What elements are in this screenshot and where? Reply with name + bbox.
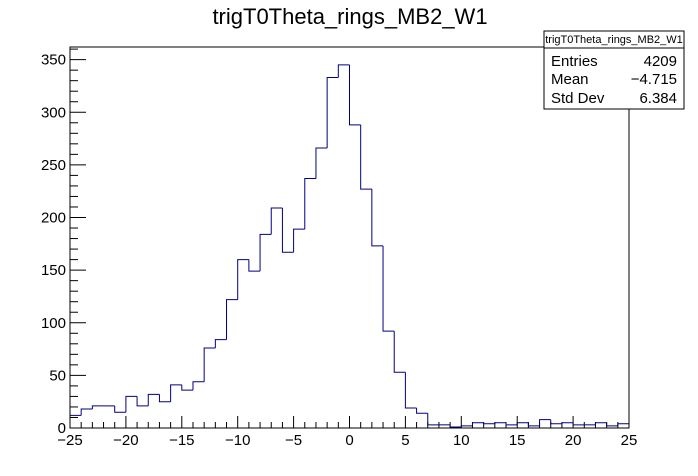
histogram-bin <box>293 228 305 253</box>
y-tick-label: 150 <box>41 262 66 279</box>
histogram-bin <box>170 384 182 402</box>
stats-box-name: trigT0Theta_rings_MB2_W1 <box>545 34 683 46</box>
histogram-bin <box>427 413 439 426</box>
histogram-bin <box>606 422 618 427</box>
stats-mean-label: Mean <box>551 71 589 88</box>
histogram-bin <box>248 259 261 272</box>
x-tick-label: 15 <box>509 432 526 449</box>
y-tick-label: 250 <box>41 157 66 174</box>
x-tick-label: −20 <box>113 432 138 449</box>
histogram-bin <box>214 339 227 349</box>
histogram-bin <box>326 77 339 149</box>
stats-stddev-label: Std Dev <box>551 90 605 107</box>
histogram-bin <box>483 422 495 425</box>
histogram-bin <box>572 422 585 426</box>
histogram-bins <box>69 64 630 428</box>
histogram-bin <box>516 422 529 425</box>
histogram-bin <box>259 233 272 272</box>
histogram-bin <box>393 331 406 373</box>
histogram-bin <box>270 207 283 235</box>
y-tick-label: 200 <box>41 210 66 227</box>
histogram-bin <box>91 405 104 410</box>
histogram-bin <box>416 408 428 414</box>
histogram-bin <box>315 147 328 179</box>
stats-entries-value: 4209 <box>644 53 677 70</box>
y-tick-label: 350 <box>41 52 66 69</box>
x-tick-label: 0 <box>345 432 353 449</box>
histogram-bin <box>226 299 238 340</box>
x-tick-label: 5 <box>401 432 409 449</box>
histogram-bin <box>539 419 551 426</box>
histogram-bin <box>349 64 361 126</box>
histogram-bin <box>371 189 384 247</box>
histogram-bin <box>471 422 484 426</box>
histogram-bin <box>304 178 316 230</box>
histogram-bin <box>181 384 193 391</box>
stats-mean-value: −4.715 <box>631 71 677 88</box>
histogram-bin <box>449 424 462 428</box>
y-tick-label: 50 <box>49 367 66 384</box>
histogram-bin <box>505 422 518 426</box>
axes: −25 −20 −15 −10 −5 0 5 10 15 20 250501001502002503… <box>41 48 638 449</box>
histogram-bin <box>382 245 395 332</box>
histogram-bin <box>203 347 216 382</box>
histogram-bin <box>594 422 607 425</box>
histogram-bin <box>80 408 93 416</box>
histogram-bin <box>460 425 473 427</box>
x-tick-label: 25 <box>621 432 638 449</box>
stats-box-frame <box>543 30 685 110</box>
x-tick-label: −15 <box>169 432 194 449</box>
histogram-bin <box>494 422 507 424</box>
y-tick-label: 300 <box>41 104 66 121</box>
histogram-bin <box>617 423 629 426</box>
stats-entries-label: Entries <box>551 53 598 70</box>
histogram-bin <box>237 259 249 300</box>
x-tick-label: 20 <box>565 432 582 449</box>
chart-title: trigT0Theta_rings_MB2_W1 <box>212 4 487 29</box>
x-tick-label: 10 <box>453 432 470 449</box>
histogram-bin <box>527 422 540 427</box>
histogram-bin <box>136 396 149 407</box>
histogram-bin <box>360 124 372 190</box>
histogram-bin <box>192 381 205 391</box>
histogram-bin <box>404 372 417 409</box>
histogram-bin <box>114 405 126 413</box>
x-tick-label: −5 <box>285 432 302 449</box>
x-tick-label: −10 <box>225 432 250 449</box>
x-tick-label: −25 <box>57 432 82 449</box>
histogram-bin <box>125 395 138 413</box>
y-tick-label: 0 <box>58 420 66 437</box>
histogram-bin <box>147 393 160 406</box>
histogram-bin <box>281 208 294 253</box>
histogram-bin <box>337 64 350 78</box>
histogram-bin <box>561 422 574 424</box>
histogram-bin <box>550 419 562 425</box>
y-tick-label: 100 <box>41 315 66 332</box>
plot-frame <box>69 46 630 429</box>
stats-box: trigT0Theta_rings_MB2_W1 Entries 4209 Me… <box>543 30 685 110</box>
histogram-bin <box>158 394 171 403</box>
stats-stddev-value: 6.384 <box>639 90 677 107</box>
